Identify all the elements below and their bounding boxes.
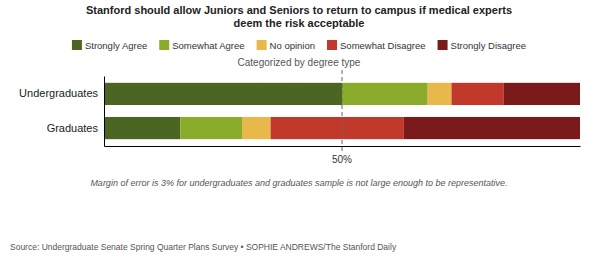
source-note: Source: Undergraduate Senate Spring Quar… xyxy=(10,242,397,252)
y-tick: Graduates xyxy=(47,122,104,134)
bar xyxy=(180,117,242,139)
bar xyxy=(271,117,404,139)
chart: Stanford should allow Juniors and Senior… xyxy=(0,0,598,258)
series xyxy=(404,83,580,139)
y-tick: Undergraduates xyxy=(19,87,104,99)
legend-label: Somewhat Agree xyxy=(172,40,244,51)
legend: Strongly Agree Somewhat Agree No opinion So… xyxy=(72,40,526,51)
reference-label: 50% xyxy=(332,154,352,165)
x-axis xyxy=(105,146,581,147)
legend-swatch xyxy=(159,40,169,50)
legend-item: No opinion xyxy=(257,40,315,51)
legend-swatch xyxy=(257,40,267,50)
legend-label: Somewhat Disagree xyxy=(340,40,426,51)
title-line: Stanford should allow Juniors and Senior… xyxy=(86,4,512,16)
legend-item: Strongly Disagree xyxy=(438,40,527,51)
reference-line xyxy=(342,70,343,151)
y-tick-label: Undergraduates xyxy=(19,87,98,99)
bar xyxy=(504,83,580,105)
legend-swatch xyxy=(438,40,448,50)
bar xyxy=(451,83,503,105)
legend-swatch xyxy=(72,40,82,50)
subtitle: Categorized by degree type xyxy=(238,57,361,68)
bar xyxy=(242,117,271,139)
footer-note: Margin of error is 3% for undergraduates… xyxy=(90,178,507,188)
legend-swatch xyxy=(327,40,337,50)
bar xyxy=(342,83,428,105)
bar xyxy=(104,83,342,105)
bar xyxy=(104,117,180,139)
legend-label: Strongly Disagree xyxy=(451,40,527,51)
y-axis-line xyxy=(104,77,105,147)
legend-item: Somewhat Disagree xyxy=(327,40,426,51)
y-axis: Undergraduates Graduates xyxy=(19,77,104,147)
plot-area: Undergraduates Graduates 50% xyxy=(19,70,580,165)
legend-label: No opinion xyxy=(270,40,315,51)
bar xyxy=(404,117,580,139)
legend-item: Strongly Agree xyxy=(72,40,147,51)
series xyxy=(180,83,428,139)
title: Stanford should allow Juniors and Senior… xyxy=(86,4,512,29)
bar xyxy=(428,83,452,105)
title-line: deem the risk acceptable xyxy=(234,17,365,29)
x-axis-line xyxy=(105,146,581,147)
legend-item: Somewhat Agree xyxy=(159,40,244,51)
y-tick-label: Graduates xyxy=(47,122,99,134)
legend-label: Strongly Agree xyxy=(85,40,147,51)
